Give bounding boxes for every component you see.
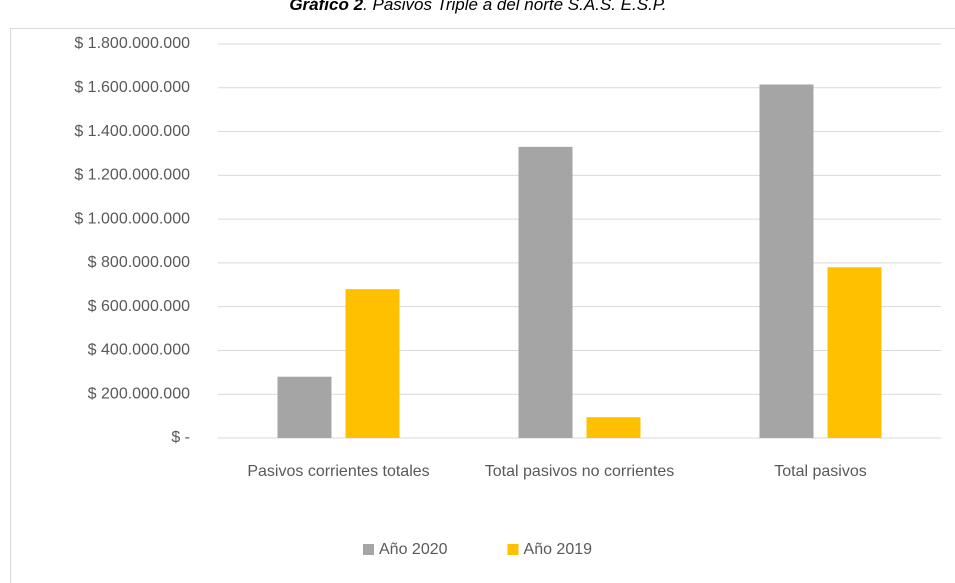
y-tick-label: $ - (171, 429, 190, 446)
x-tick-label: Total pasivos (774, 463, 867, 480)
y-tick-label: $ 400.000.000 (88, 342, 190, 359)
bar (277, 376, 332, 438)
y-tick-label: $ 200.000.000 (88, 385, 190, 402)
bar (345, 289, 400, 438)
y-tick-label: $ 1.800.000.000 (74, 35, 190, 52)
bar (586, 417, 641, 438)
y-tick-label: $ 1.000.000.000 (74, 210, 190, 227)
legend-swatch (507, 544, 519, 555)
legend-label: Año 2019 (524, 541, 593, 558)
title-text: . Pasivos Triple a del norte S.A.S. E.S.… (363, 0, 667, 14)
title-label: Gráfico 2 (289, 0, 363, 14)
x-tick-label: Pasivos corrientes totales (247, 463, 430, 480)
x-tick-label: Total pasivos no corrientes (484, 463, 675, 480)
y-tick-label: $ 1.200.000.000 (74, 167, 190, 184)
chart-title: Gráfico 2. Pasivos Triple a del norte S.… (289, 0, 666, 14)
bar (759, 84, 814, 438)
y-tick-label: $ 1.400.000.000 (74, 123, 190, 140)
legend-label: Año 2020 (379, 541, 448, 558)
y-tick-label: $ 800.000.000 (88, 254, 190, 271)
bar (827, 267, 882, 438)
y-tick-label: $ 1.600.000.000 (74, 79, 190, 96)
bar (518, 146, 573, 438)
y-tick-label: $ 600.000.000 (88, 298, 190, 315)
legend-swatch (363, 544, 374, 555)
